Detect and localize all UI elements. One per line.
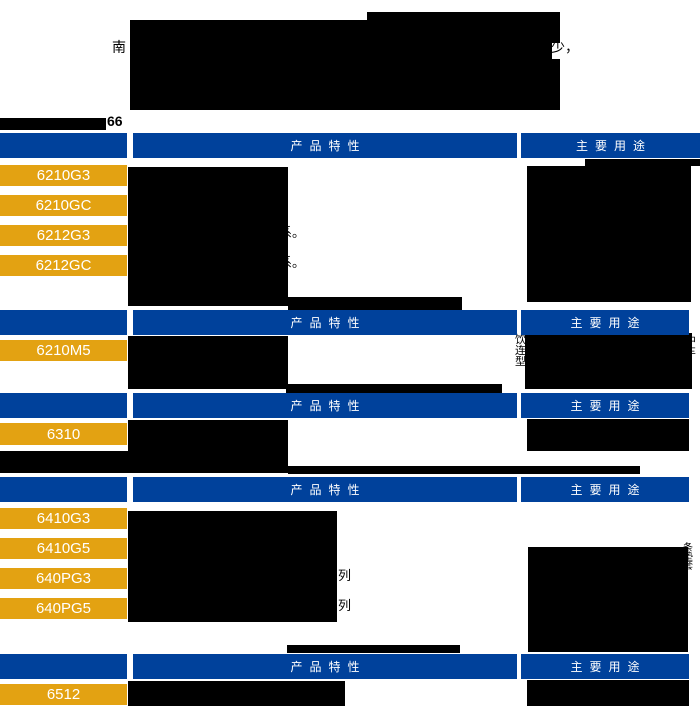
redaction-text-fragment: 饮 (515, 334, 526, 346)
product-code-cell: 640PG3 (0, 568, 127, 589)
features-column-header: 产品特性 (133, 133, 517, 158)
redacted-block (527, 680, 689, 706)
redacted-block (525, 333, 692, 389)
figure-number: 66 (107, 113, 123, 129)
redacted-block (0, 451, 288, 473)
redacted-block (128, 681, 345, 706)
redaction-text-fragment: 列 (338, 598, 352, 613)
features-column-header: 产品特性 (133, 477, 517, 502)
redaction-text-fragment: 套 (683, 561, 693, 572)
uses-column-header: 主要用途 (521, 654, 689, 679)
heading-visible-char-left: 南 (112, 41, 126, 56)
redacted-block (128, 167, 288, 306)
redacted-block (288, 297, 462, 310)
product-column-header (0, 133, 127, 158)
redacted-block (128, 336, 288, 389)
uses-column-header: 主要用途 (521, 310, 689, 335)
redacted-block (288, 466, 640, 474)
product-code-cell: 6410G3 (0, 508, 127, 529)
heading-visible-char-right: 少， (551, 41, 579, 56)
product-code-cell: 640PG5 (0, 598, 127, 619)
redacted-block (0, 118, 106, 130)
redacted-block (552, 20, 560, 43)
features-column-header: 产品特性 (133, 310, 517, 335)
redacted-block (128, 420, 288, 451)
redaction-text-fragment: 条 (683, 543, 693, 554)
product-code-cell: 6212GC (0, 255, 127, 276)
redacted-block (527, 166, 691, 302)
redaction-text-fragment: 列 (338, 568, 352, 583)
product-code-cell: 6210GC (0, 195, 127, 216)
redaction-text-fragment: 连 (515, 345, 526, 357)
redaction-text-fragment: 型 (515, 356, 526, 368)
product-code-cell: 6210G3 (0, 165, 127, 186)
product-code-cell: 6212G3 (0, 225, 127, 246)
redacted-block (528, 547, 688, 652)
redaction-text-fragment: 垫 (683, 552, 693, 563)
features-column-header: 产品特性 (133, 654, 517, 679)
product-code-cell: 6512 (0, 684, 127, 705)
product-column-header (0, 310, 127, 335)
product-code-cell: 6210M5 (0, 340, 127, 361)
features-column-header: 产品特性 (133, 393, 517, 418)
uses-column-header: 主要用途 (521, 477, 689, 502)
redacted-block (367, 12, 560, 21)
product-code-cell: 6410G5 (0, 538, 127, 559)
redacted-block (286, 384, 502, 394)
product-column-header (0, 654, 127, 679)
product-column-header (0, 393, 127, 418)
product-column-header (0, 477, 127, 502)
redacted-block (527, 419, 689, 451)
uses-column-header: 主要用途 (521, 133, 700, 158)
product-code-cell: 6310 (0, 423, 127, 445)
redacted-block (128, 511, 337, 622)
redacted-block (130, 20, 552, 110)
redacted-block (552, 59, 560, 110)
redacted-block (287, 645, 460, 653)
uses-column-header: 主要用途 (521, 393, 689, 418)
redacted-block (585, 159, 700, 166)
